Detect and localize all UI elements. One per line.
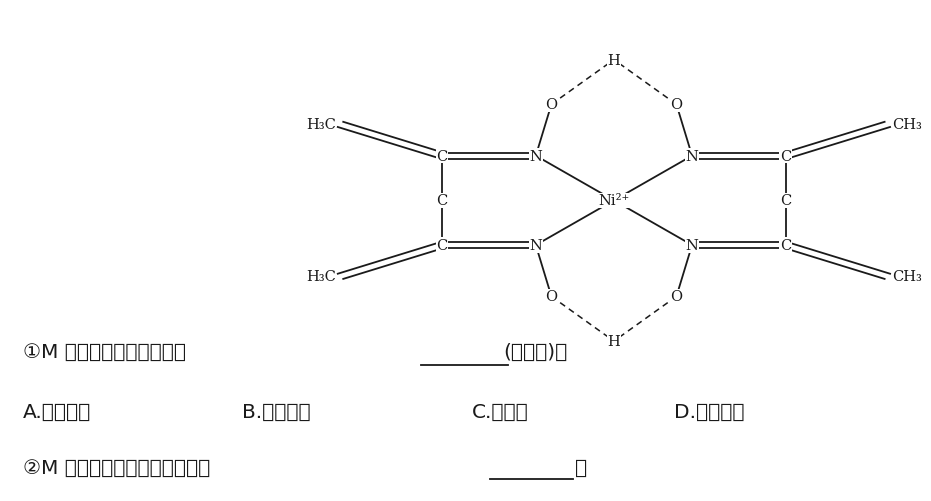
- Text: C: C: [780, 194, 791, 208]
- Text: A.　共价键: A. 共价键: [23, 402, 91, 421]
- Text: CH₃: CH₃: [892, 270, 922, 284]
- Text: N: N: [530, 149, 542, 163]
- Text: N: N: [685, 238, 698, 253]
- Text: (填字母)。: (填字母)。: [504, 343, 568, 362]
- Text: H: H: [608, 335, 620, 348]
- Text: O: O: [670, 98, 682, 112]
- Text: 。: 。: [575, 458, 587, 477]
- Text: C: C: [437, 194, 448, 208]
- Text: C: C: [780, 238, 791, 253]
- Text: C: C: [780, 149, 791, 163]
- Text: C: C: [437, 149, 448, 163]
- Text: Ni²⁺: Ni²⁺: [599, 194, 629, 208]
- Text: C: C: [437, 238, 448, 253]
- Text: N: N: [685, 149, 698, 163]
- Text: ①M 中含有的化学键类型有: ①M 中含有的化学键类型有: [23, 343, 186, 362]
- Text: N: N: [530, 238, 542, 253]
- Text: C.　氢键: C. 氢键: [471, 402, 528, 421]
- Text: D.　离子键: D. 离子键: [674, 402, 744, 421]
- Text: B.　配位键: B. 配位键: [242, 402, 310, 421]
- Text: CH₃: CH₃: [892, 118, 922, 132]
- Text: ②M 所含元素中电负性最大的是: ②M 所含元素中电负性最大的是: [23, 458, 210, 477]
- Text: H: H: [608, 54, 620, 68]
- Text: H₃C: H₃C: [306, 118, 336, 132]
- Text: O: O: [546, 290, 558, 304]
- Text: H₃C: H₃C: [306, 270, 336, 284]
- Text: O: O: [546, 98, 558, 112]
- Text: O: O: [670, 290, 682, 304]
